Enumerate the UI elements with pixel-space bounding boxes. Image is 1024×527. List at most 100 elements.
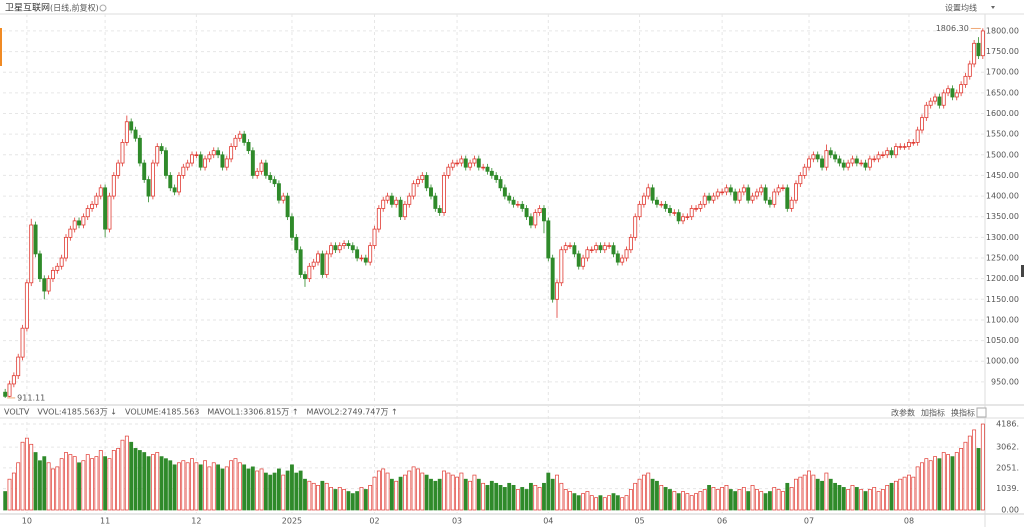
- settings-icon[interactable]: [99, 4, 107, 12]
- candle-body: [750, 195, 755, 201]
- volume-bar: [124, 435, 129, 511]
- candle-body: [607, 245, 612, 247]
- candle-body: [415, 179, 420, 185]
- volume-bar: [711, 487, 716, 511]
- indicator-button[interactable]: 换指标: [951, 408, 975, 418]
- volume-bar: [733, 491, 738, 511]
- volume-bar: [894, 480, 898, 511]
- volume-bar: [907, 474, 911, 511]
- indicator-button[interactable]: 加指标: [921, 408, 945, 418]
- candle-body: [898, 146, 903, 148]
- y-tick-label: 2051.: [996, 463, 1019, 472]
- volume-bar: [55, 466, 60, 511]
- y-tick-label: 1400.00: [986, 192, 1019, 201]
- candle-body: [211, 150, 216, 156]
- candle-body: [485, 166, 490, 172]
- candle-body: [111, 175, 116, 197]
- volume-bar: [911, 476, 916, 511]
- volume-bar: [585, 491, 590, 511]
- volume-bar: [459, 472, 464, 511]
- volume-bar: [589, 495, 594, 511]
- y-tick-label: 1300.00: [986, 233, 1019, 242]
- candle-body: [163, 150, 168, 176]
- candle-body: [702, 195, 707, 205]
- volume-bar: [359, 487, 364, 511]
- candle-body: [81, 216, 86, 226]
- volume-bar: [672, 491, 677, 511]
- collapse-button[interactable]: [976, 407, 987, 418]
- max-label: 1806.30: [936, 24, 969, 33]
- x-tick-label: 03: [452, 517, 462, 526]
- candle-body: [337, 245, 342, 251]
- candle-body: [863, 162, 868, 168]
- volume-bar: [468, 480, 473, 511]
- min-label: 911.11: [17, 393, 45, 402]
- candle-body: [42, 278, 47, 292]
- volume-bar: [446, 472, 451, 511]
- candle-body: [24, 282, 29, 329]
- volume-bar: [820, 480, 824, 511]
- candle-body: [424, 175, 429, 189]
- volume-bar: [707, 485, 711, 511]
- candle-body: [450, 162, 455, 168]
- volume-bar: [433, 480, 438, 511]
- volume-bar: [33, 452, 38, 511]
- volume-legend: MAVOL1:3306.815万 ↑: [207, 408, 298, 417]
- volume-bar: [203, 460, 207, 511]
- volume-bar: [355, 491, 360, 511]
- candle-body: [763, 187, 768, 201]
- candle-body: [659, 203, 664, 206]
- volume-bar: [515, 489, 520, 511]
- volume-bar: [294, 472, 299, 511]
- candle-body: [741, 187, 746, 193]
- volume-bar: [950, 456, 955, 511]
- volume-bar: [489, 480, 494, 511]
- candle-body: [276, 183, 281, 201]
- candle-body: [789, 199, 794, 209]
- volume-bar: [494, 482, 499, 511]
- candle-body: [859, 162, 864, 165]
- candle-body: [711, 195, 716, 201]
- volume-bar: [59, 458, 64, 511]
- volume-bar: [94, 456, 99, 511]
- volume-bar: [880, 489, 885, 511]
- ma-button[interactable]: 设置均线: [945, 3, 977, 13]
- candle-body: [103, 187, 108, 230]
- x-tick-label: 05: [634, 517, 644, 526]
- candle-body: [785, 187, 790, 209]
- candle-body: [94, 195, 99, 205]
- volume-bar: [268, 474, 273, 511]
- x-tick-label: 06: [717, 517, 727, 526]
- indicator-button[interactable]: 改参数: [891, 408, 915, 418]
- volume-bar: [828, 478, 833, 511]
- volume-bar: [272, 472, 277, 511]
- candle-body: [90, 203, 95, 209]
- candle-body: [850, 158, 855, 164]
- y-tick-label: 950.00: [991, 377, 1019, 386]
- volume-bar: [980, 423, 985, 511]
- y-tick-label: 1500.00: [986, 150, 1019, 159]
- volume-bar: [976, 448, 981, 511]
- candle-body: [324, 253, 329, 275]
- volume-bar: [455, 476, 459, 511]
- volume-bar: [876, 491, 881, 511]
- candle-body: [346, 243, 351, 247]
- y-tick-label: 3062.: [996, 443, 1019, 452]
- candle-body: [633, 216, 638, 238]
- volume-bar: [229, 460, 234, 511]
- volume-bar: [737, 489, 742, 511]
- volume-bar: [116, 448, 121, 511]
- volume-bar: [398, 476, 403, 511]
- candle-body: [902, 146, 907, 148]
- volume-bar: [889, 482, 894, 511]
- candle-body: [255, 170, 260, 176]
- candle-body: [437, 208, 442, 213]
- candle-body: [329, 245, 334, 255]
- candle-body: [355, 249, 360, 259]
- candle-body: [759, 187, 764, 193]
- side-marker: [0, 28, 2, 66]
- volume-bar: [946, 454, 950, 511]
- volume-bar: [68, 454, 73, 511]
- candle-body: [220, 154, 225, 168]
- volume-bar: [785, 482, 790, 511]
